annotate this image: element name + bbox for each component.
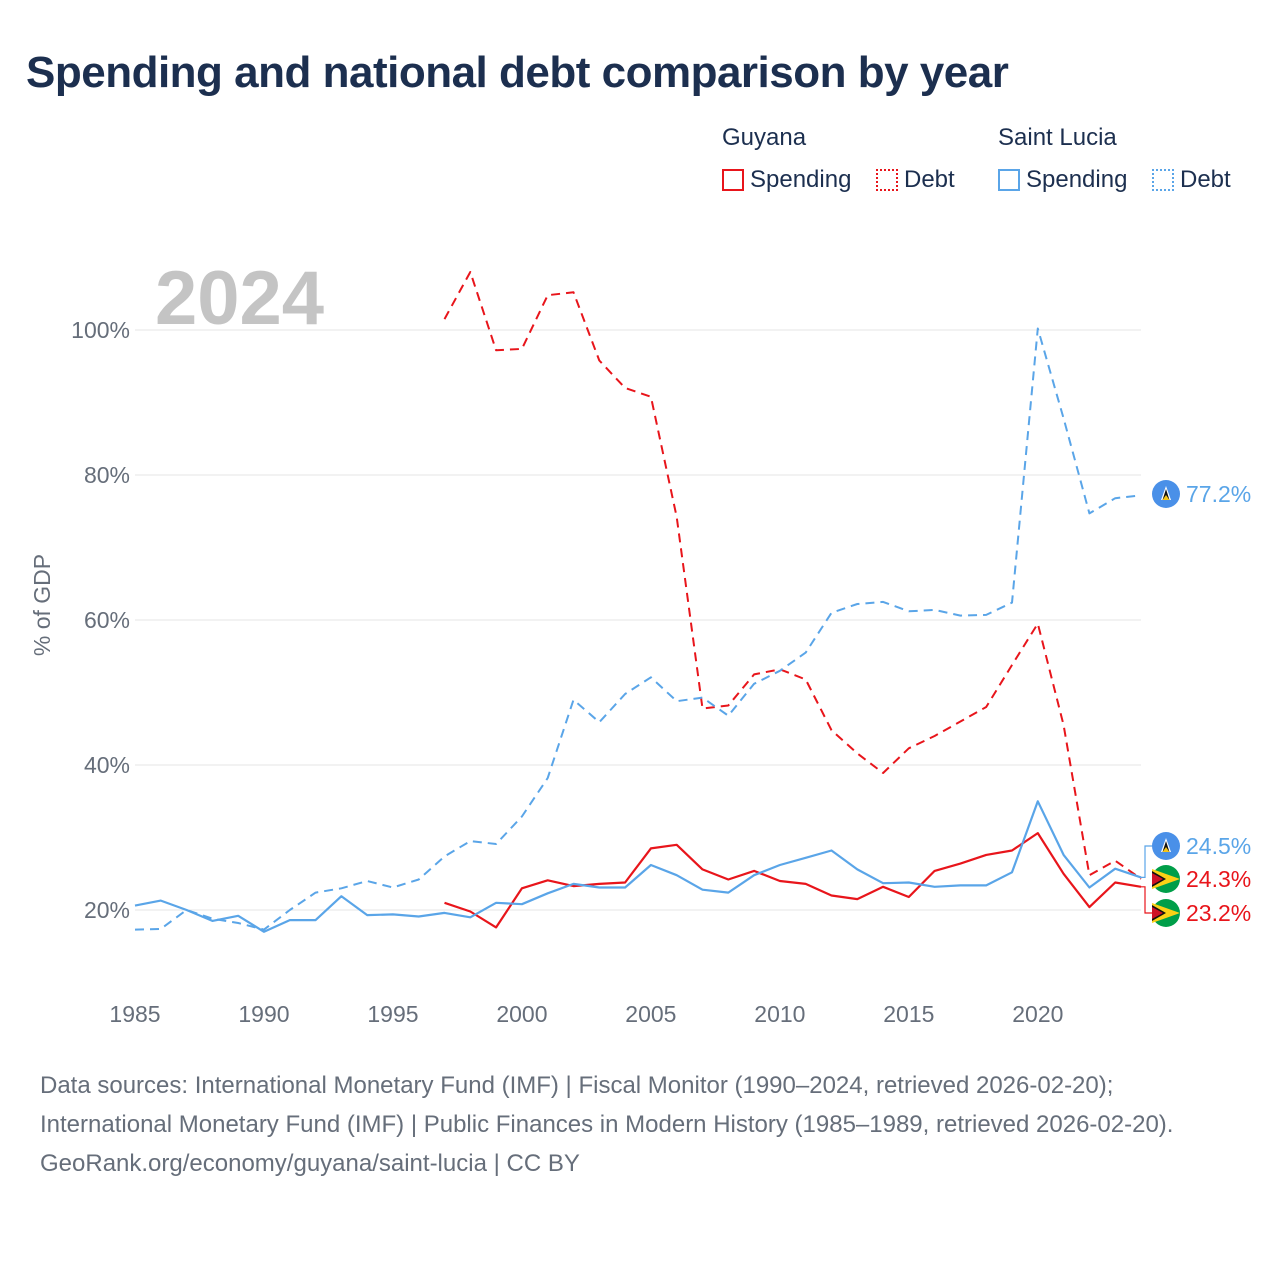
solid-swatch-icon [998,169,1020,191]
legend-label-guyana-debt: Debt [904,166,955,193]
end-value-label: 24.5% [1186,833,1251,859]
legend-label-saint-lucia-spending: Spending [1026,166,1128,193]
legend-group-guyana-title: Guyana [722,124,807,151]
x-tick-label: 1990 [238,1001,289,1027]
dotted-swatch-icon [1152,169,1174,191]
solid-swatch-icon [722,169,744,191]
x-tick-label: 2010 [754,1001,805,1027]
saint-lucia-flag-gold-triangle [1162,495,1170,500]
dotted-swatch-icon [876,169,898,191]
footer: Data sources: International Monetary Fun… [40,1066,1240,1183]
y-tick-label: 20% [84,897,130,923]
y-tick-label: 80% [84,462,130,488]
legend: Guyana Spending Debt Saint Lucia Spendin… [722,120,1262,210]
x-tick-label: 2000 [496,1001,547,1027]
series-line-saint-lucia-debt [134,327,1142,931]
y-axis-label: % of GDP [29,554,55,656]
data-sources: Data sources: International Monetary Fun… [40,1072,1174,1138]
end-label-connector [1141,845,1152,878]
y-tick-label: 40% [84,752,130,778]
series-line-guyana-debt [443,271,1142,880]
series-line-guyana-spending [444,831,1142,929]
legend-item-saint-lucia-debt[interactable]: Debt [1152,166,1231,194]
legend-item-guyana-spending[interactable]: Spending [722,166,851,194]
year-watermark: 2024 [155,256,324,341]
x-tick-label: 1985 [109,1001,160,1027]
x-tick-label: 1995 [367,1001,418,1027]
series-line-saint-lucia-spending [134,800,1142,933]
y-tick-label: 100% [71,317,130,343]
x-tick-label: 2015 [883,1001,934,1027]
saint-lucia-flag-gold-triangle [1162,847,1170,852]
saint-lucia-flag-inner-triangle [1162,841,1170,852]
y-tick-label: 60% [84,607,130,633]
credit-line: GeoRank.org/economy/guyana/saint-lucia |… [40,1150,580,1177]
legend-item-saint-lucia-spending[interactable]: Spending [998,166,1127,194]
end-value-label: 77.2% [1186,481,1251,507]
legend-label-guyana-spending: Spending [750,166,852,193]
legend-item-guyana-debt[interactable]: Debt [876,166,955,194]
end-label-connector [1141,886,1152,914]
legend-label-saint-lucia-debt: Debt [1180,166,1231,193]
saint-lucia-flag-inner-triangle [1162,489,1170,500]
x-tick-label: 2005 [625,1001,676,1027]
guyana-flag-red-triangle [1152,907,1163,919]
x-tick-label: 2020 [1012,1001,1063,1027]
chart-title: Spending and national debt comparison by… [26,48,1009,97]
line-chart: 20% 40% 60% 80% 100% 1985 1990 1995 2000 2005 2010… [29,256,1251,1027]
end-value-label: 24.3% [1186,866,1251,892]
legend-group-saint-lucia-title: Saint Lucia [998,124,1117,151]
end-value-label: 23.2% [1186,900,1251,926]
guyana-flag-red-triangle [1152,873,1163,885]
